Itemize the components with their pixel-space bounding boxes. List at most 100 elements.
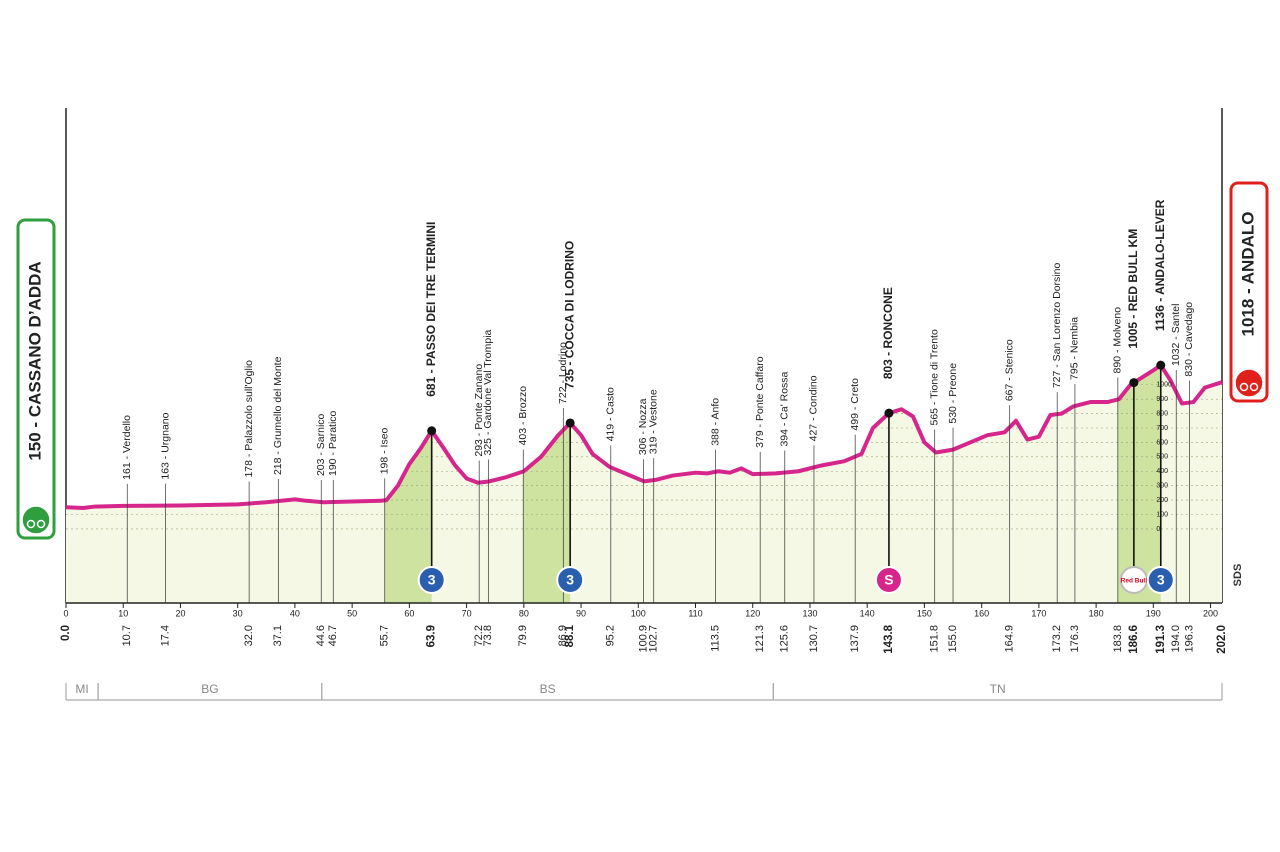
x-tick-label: 130 [802,608,817,618]
region-label: TN [990,682,1006,696]
waypoint-km: 143.8 [883,624,895,653]
waypoint-label: 319 - Vestone [648,389,660,454]
start-wheel [36,519,46,529]
waypoint-dot [565,418,575,428]
waypoint-km: 155.0 [947,625,959,653]
waypoint-label: 803 - RONCONE [881,287,895,379]
finish-icon [1234,368,1264,398]
marker-label: Red Bull [1121,578,1148,585]
waypoint-km: 37.1 [272,625,284,646]
start-km: 0.0 [60,625,72,641]
waypoint-label: 830 - Cavedago [1183,302,1195,377]
x-tick-label: 120 [745,608,760,618]
waypoint-km: 137.9 [849,625,861,653]
start-icon [21,505,51,535]
waypoint-km: 100.9 [637,625,649,653]
x-tick-label: 40 [290,608,300,618]
finish-km: 202.0 [1216,625,1228,654]
waypoint-label: 735 - COCCA DI LODRINO [562,241,576,389]
start-box [16,218,56,540]
x-tick-label: 150 [917,608,932,618]
y-tick-label: 400 [1156,468,1168,475]
climb-area [1117,365,1161,603]
logo: SDS [1232,564,1244,587]
marker-label: 3 [566,572,574,588]
x-tick-label: 170 [1031,608,1046,618]
waypoint-km: 125.6 [779,625,791,653]
waypoint-km: 95.2 [605,625,617,646]
marker [874,566,903,594]
y-tick-label: 200 [1156,497,1168,504]
waypoint-label: 203 - Sarnico [315,413,327,476]
waypoint-km: 72.2 [473,625,485,646]
waypoint-km: 113.5 [709,625,721,652]
y-tick-label: 700 [1156,425,1168,432]
waypoint-label: 565 - Tione di Trento [928,329,940,425]
waypoint-km: 55.7 [379,625,391,646]
waypoint-km: 10.7 [121,625,133,646]
waypoint-label: 419 - Casto [605,387,617,441]
waypoint-label: 198 - Iseo [379,427,391,474]
x-tick-label: 30 [233,608,243,618]
waypoint-km: 32.0 [243,625,255,646]
waypoint-label: 681 - PASSO DEI TRE TERMINI [424,222,438,397]
waypoint-label: 161 - Verdello [121,415,133,480]
y-tick-label: 600 [1156,439,1168,446]
x-tick-label: 70 [462,608,472,618]
waypoint-label: 667 - Stenico [1003,339,1015,401]
y-tick-label: 100 [1156,511,1168,518]
marker-label: 3 [1157,572,1165,588]
y-tick-label: 500 [1156,454,1168,461]
waypoint-km: 164.9 [1004,625,1016,653]
profile-line [65,363,1223,511]
y-tick-label: 1000 [1156,382,1172,389]
waypoint-km: 196.3 [1183,625,1195,653]
waypoint-km: 88.1 [564,624,576,647]
finish-box [1229,181,1269,403]
waypoint-dot [1129,378,1139,388]
waypoint-km: 186.6 [1128,625,1140,654]
waypoint-km: 121.3 [754,625,766,653]
y-tick-label: 300 [1156,483,1168,490]
marker [417,566,446,594]
waypoint-km: 46.7 [327,625,339,646]
waypoint-dot [884,408,894,418]
finish-wheel [1239,382,1249,392]
waypoint-label: 394 - Ca' Rossa [779,371,791,446]
x-tick-label: 0 [63,608,68,618]
waypoint-km: 194.0 [1170,625,1182,653]
marker [1146,566,1175,594]
x-tick-label: 190 [1146,608,1161,618]
waypoint-label: 499 - Creto [849,378,861,431]
region-label: BS [540,682,556,696]
climb-area [384,430,432,603]
region-label: MI [75,682,88,696]
waypoint-label: 722 - Lodrino [557,342,569,404]
x-tick-label: 200 [1203,608,1218,618]
waypoint-km: 79.9 [517,625,529,646]
marker-label: 3 [428,572,436,588]
marker-label: S [884,572,893,588]
y-tick-label: 800 [1156,410,1168,417]
x-tick-label: 80 [519,608,529,618]
start-wheel [26,519,36,529]
x-tick-label: 180 [1089,608,1104,618]
start-label: 150 - CASSANO D’ADDA [25,261,44,460]
x-tick-label: 10 [118,608,128,618]
waypoint-label: 1032 - Santel [1170,304,1182,366]
marker [556,566,585,594]
waypoint-label: 178 - Palazzolo sull'Oglio [243,360,255,478]
waypoint-label: 218 - Grumello del Monte [272,356,284,475]
waypoint-km: 183.8 [1112,625,1124,653]
x-tick-label: 20 [175,608,185,618]
waypoint-km: 173.2 [1051,625,1063,653]
x-tick-label: 140 [860,608,875,618]
waypoint-label: 325 - Gardone Val Trompia [482,329,494,455]
waypoint-label: 1136 - ANDALO-LEVER [1153,199,1167,331]
waypoint-km: 86.9 [557,625,569,646]
y-tick-label: 0 [1156,526,1160,533]
profile-area [66,365,1222,603]
x-tick-label: 100 [631,608,646,618]
x-tick-label: 110 [688,608,702,618]
